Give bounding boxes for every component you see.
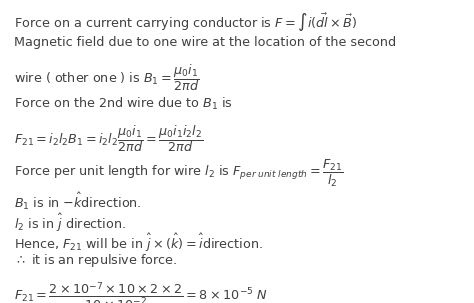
- Text: Magnetic field due to one wire at the location of the second: Magnetic field due to one wire at the lo…: [14, 36, 396, 49]
- Text: Force on a current carrying conductor is $F = \int i(\vec{dl} \times \vec{B})$: Force on a current carrying conductor is…: [14, 12, 358, 35]
- Text: $B_1$ is in $-\hat{k}$direction.: $B_1$ is in $-\hat{k}$direction.: [14, 191, 142, 212]
- Text: $\therefore$ it is an repulsive force.: $\therefore$ it is an repulsive force.: [14, 252, 178, 269]
- Text: Hence, $F_{21}$ will be in $\hat{j} \times (\hat{k}) = \hat{i}$direction.: Hence, $F_{21}$ will be in $\hat{j} \tim…: [14, 232, 263, 254]
- Text: $F_{21} = \dfrac{2 \times 10^{-7} \times 10 \times 2 \times 2}{10 \times 10^{-2}: $F_{21} = \dfrac{2 \times 10^{-7} \times…: [14, 280, 268, 303]
- Text: wire ( other one ) is $B_1 = \dfrac{\mu_0 i_1}{2\pi d}$: wire ( other one ) is $B_1 = \dfrac{\mu_…: [14, 62, 200, 93]
- Text: Force on the 2nd wire due to $B_1$ is: Force on the 2nd wire due to $B_1$ is: [14, 95, 233, 112]
- Text: Force per unit length for wire $l_2$ is $F_{\mathit{per\ unit\ length}} = \dfrac: Force per unit length for wire $l_2$ is …: [14, 158, 344, 189]
- Text: $F_{21} = i_2 l_2 B_1 = i_2 l_2 \dfrac{\mu_0 i_1}{2\pi d} = \dfrac{\mu_0 i_1 i_2: $F_{21} = i_2 l_2 B_1 = i_2 l_2 \dfrac{\…: [14, 123, 204, 154]
- Text: $l_2$ is in $\hat{j}$ direction.: $l_2$ is in $\hat{j}$ direction.: [14, 212, 126, 234]
